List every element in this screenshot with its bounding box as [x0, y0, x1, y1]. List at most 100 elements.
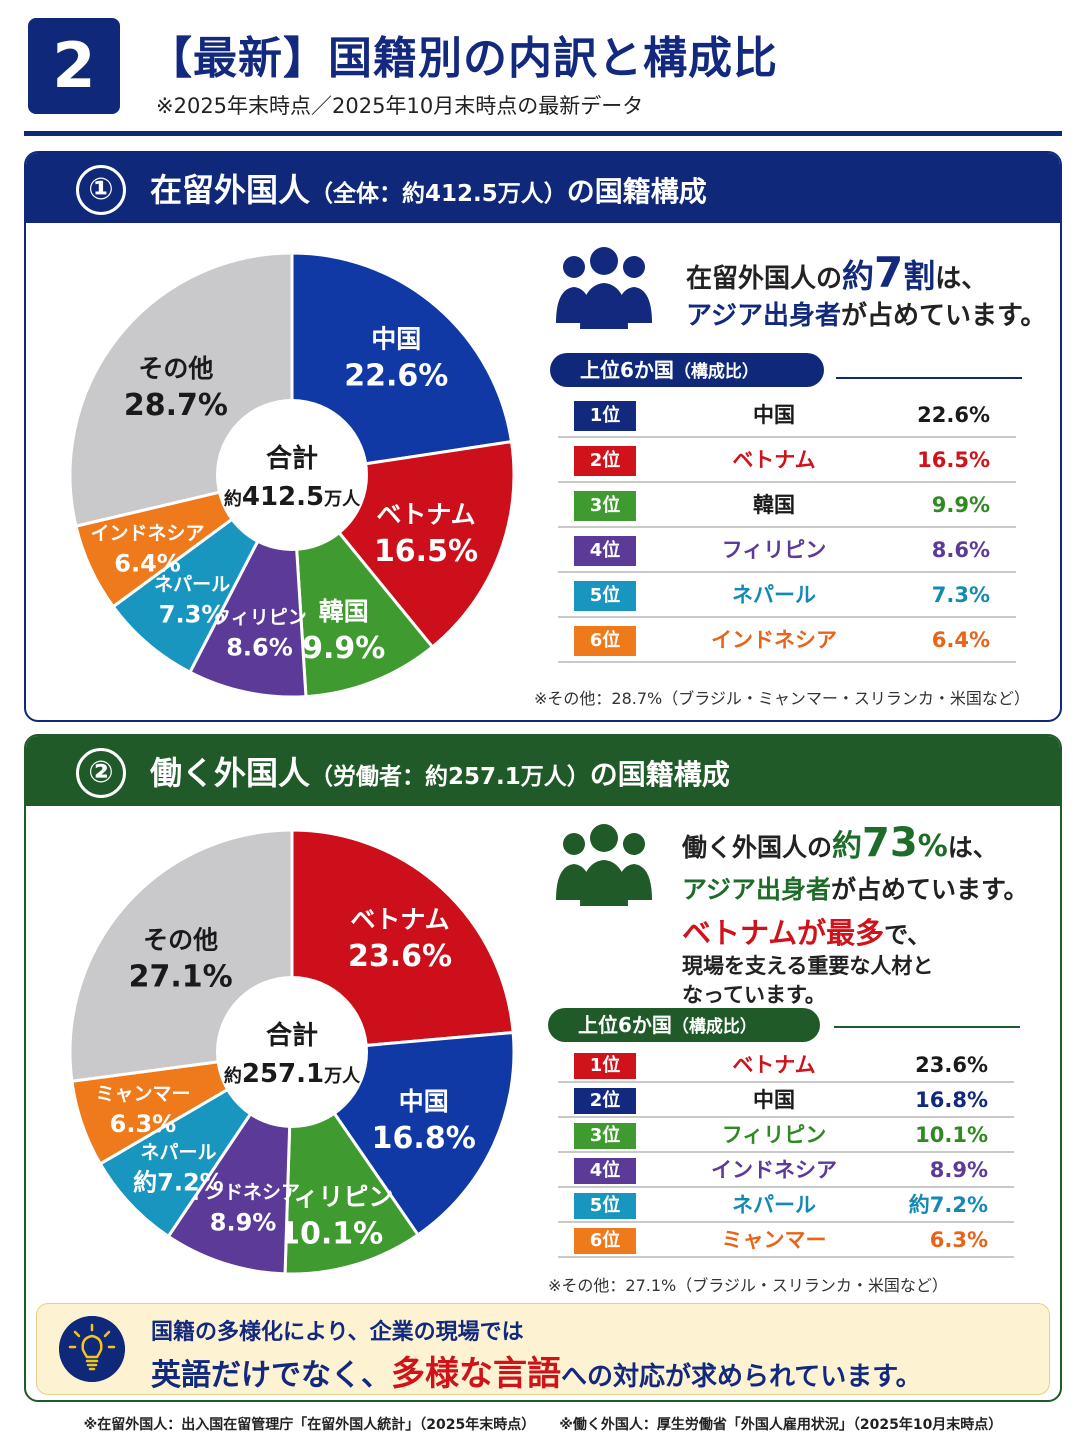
rank-country: フィリピン [721, 538, 827, 562]
pie-center-label: 合計 [266, 1020, 318, 1051]
panel-1-rank-table: 1位 中国 22.6% 2位 ベトナム 16.5% 3位 韓国 9.9% 4位 フィリピン 8.6% 5… [558, 393, 1016, 663]
pie-label-value-3: 8.9% [210, 1208, 277, 1236]
pie-label-name-2: 韓国 [319, 597, 369, 626]
pie-label-name-6: その他 [143, 925, 218, 954]
rank-value: 8.6% [931, 538, 990, 562]
callout-line1: 国籍の多様化により、企業の現場では [151, 1320, 524, 1345]
rank-country: フィリピン [721, 1123, 827, 1147]
panel-1-title-main: 在留外国人 [150, 171, 311, 209]
pie-label-value-5: 6.3% [110, 1110, 177, 1138]
rank-country: ネパール [732, 583, 816, 607]
rank-row: 6位 ミャンマー 6.3% [558, 1223, 1014, 1258]
callout-line2: 英語だけでなく、多様な言語への対応が求められています。 [151, 1354, 922, 1394]
pie-label-name-3: フィリピン [212, 607, 307, 629]
rank-value: 10.1% [915, 1123, 988, 1147]
panel-1-title-tail: の国籍構成 [566, 175, 707, 208]
pie-label-name-1: 中国 [399, 1087, 449, 1116]
pie-slice-0 [290, 251, 514, 477]
panel-1-message-line2: アジア出身者が占めています。 [686, 301, 1047, 331]
rank-country: 中国 [753, 403, 795, 427]
panel-2-header: ② 働く外国人（労働者：約257.1万人）の国籍構成 [26, 736, 1060, 806]
panel-2-note: ※その他：27.1%（ブラジル・スリランカ・米国など） [548, 1276, 948, 1295]
panel-2-message-line4: 現場を支える重要な人材と [682, 954, 934, 978]
rank-value: 16.5% [917, 448, 990, 472]
header-divider [24, 131, 1062, 136]
section-number-badge: 2 [28, 18, 120, 114]
workers-pie-chart: ベトナム 23.6% 中国 16.8% フィリピン 10.1% インドネシア 8.9% ネパール… [68, 828, 516, 1276]
panel-2-title-main: 働く外国人 [150, 754, 311, 792]
panel-1-header: ① 在留外国人（全体：約412.5万人）の国籍構成 [26, 153, 1060, 223]
pie-label-name-0: ベトナム [350, 905, 449, 934]
panel-2-message-line2: アジア出身者が占めています。 [682, 875, 1029, 904]
rank-country: ネパール [732, 1193, 816, 1217]
rank-row: 5位 ネパール 約7.2% [558, 1188, 1014, 1223]
rank-value: 22.6% [917, 403, 990, 427]
rank-row: 1位 ベトナム 23.6% [558, 1048, 1014, 1083]
rank-badge: 3位 [574, 1122, 636, 1149]
rank-row: 2位 中国 16.8% [558, 1083, 1014, 1118]
pie-label-value-1: 16.5% [374, 534, 478, 569]
rank-badge: 4位 [574, 1157, 636, 1184]
rank-badge: 2位 [574, 445, 636, 476]
footer-source-resident: ※在留外国人：出入国在留管理庁「在留外国人統計」（2025年末時点） [83, 1417, 536, 1433]
pie-label-value-5: 6.4% [114, 550, 181, 578]
page-title: 【最新】国籍別の内訳と構成比 [148, 33, 778, 84]
pie-center-label: 合計 [266, 443, 318, 474]
panel-1-pill-line [836, 377, 1022, 379]
pie-center-hole [216, 976, 368, 1128]
rank-value: 7.3% [931, 583, 990, 607]
pie-label-value-4: 7.3% [159, 601, 226, 629]
resident-pie-chart: 中国 22.6% ベトナム 16.5%韓国 9.9%フィリピン 8.6% ネパール 7.3% イ… [68, 251, 516, 699]
rank-row: 6位 インドネシア 6.4% [558, 618, 1016, 663]
rank-badge: 3位 [574, 490, 636, 521]
panel-2-message-line1: 働く外国人の約73%は、 [682, 820, 998, 866]
pie-label-name-3: インドネシア [186, 1181, 300, 1203]
rank-country: ミャンマー [721, 1228, 827, 1252]
rank-row: 3位 フィリピン 10.1% [558, 1118, 1014, 1153]
pie-label-value-1: 16.8% [372, 1121, 476, 1156]
rank-badge: 5位 [574, 580, 636, 611]
panel-2-top6-pill: 上位6か国（構成比） [548, 1008, 820, 1042]
rank-value: 8.9% [929, 1158, 988, 1182]
pie-label-name-2: フィリピン [269, 1183, 394, 1212]
pie-label-value-2: 9.9% [302, 631, 385, 666]
panel-1-title-paren: （全体：約412.5万人） [310, 181, 567, 207]
panel-1-message-line1: 在留外国人の約7割は、 [686, 248, 988, 297]
pie-label-name-0: 中国 [371, 325, 421, 354]
rank-row: 2位 ベトナム 16.5% [558, 438, 1016, 483]
rank-country: ベトナム [732, 448, 816, 472]
rank-value: 6.3% [929, 1228, 988, 1252]
rank-badge: 4位 [574, 535, 636, 566]
rank-value: 6.4% [931, 628, 990, 652]
lightbulb-icon [59, 1316, 125, 1382]
rank-country: ベトナム [732, 1053, 816, 1077]
footer-source-workers: ※働く外国人：厚生労働省「外国人雇用状況」（2025年10月末時点） [559, 1417, 1003, 1433]
rank-row: 4位 フィリピン 8.6% [558, 528, 1016, 573]
pie-center-hole [216, 399, 368, 551]
rank-badge: 1位 [574, 1052, 636, 1079]
panel-2-title-paren: （労働者：約257.1万人） [310, 764, 590, 790]
rank-value: 16.8% [915, 1088, 988, 1112]
source-footer: ※在留外国人：出入国在留管理庁「在留外国人統計」（2025年末時点） ※働く外国人… [0, 1414, 1086, 1434]
conclusion-callout: 国籍の多様化により、企業の現場では 英語だけでなく、多様な言語への対応が求められ… [36, 1303, 1050, 1395]
panel-2-number: ② [76, 748, 126, 798]
pie-label-value-6: 28.7% [124, 388, 228, 423]
pie-label-value-6: 27.1% [129, 959, 233, 994]
pie-center-value: 約412.5万人 [224, 482, 361, 512]
panel-2-rank-table: 1位 ベトナム 23.6% 2位 中国 16.8% 3位 フィリピン 10.1% 4位 インドネシア… [558, 1048, 1014, 1258]
panel-1-note: ※その他：28.7%（ブラジル・ミャンマー・スリランカ・米国など） [534, 689, 1030, 708]
rank-badge: 2位 [574, 1087, 636, 1114]
rank-badge: 1位 [574, 400, 636, 431]
panel-1-top6-pill: 上位6か国（構成比） [550, 353, 824, 387]
rank-badge: 6位 [574, 625, 636, 656]
pie-slice-0 [290, 828, 515, 1054]
panel-1-number: ① [76, 165, 126, 215]
rank-row: 4位 インドネシア 8.9% [558, 1153, 1014, 1188]
pie-center-value: 約257.1万人 [224, 1059, 361, 1089]
rank-country: 中国 [753, 1088, 795, 1112]
pie-label-value-3: 8.6% [226, 634, 293, 662]
panel-2-message-line5: なっています。 [682, 983, 826, 1007]
rank-country: インドネシア [711, 628, 837, 652]
resident-foreigners-panel: ① 在留外国人（全体：約412.5万人）の国籍構成 中国 22.6% ベトナム 16.… [24, 151, 1062, 722]
rank-country: インドネシア [711, 1158, 837, 1182]
